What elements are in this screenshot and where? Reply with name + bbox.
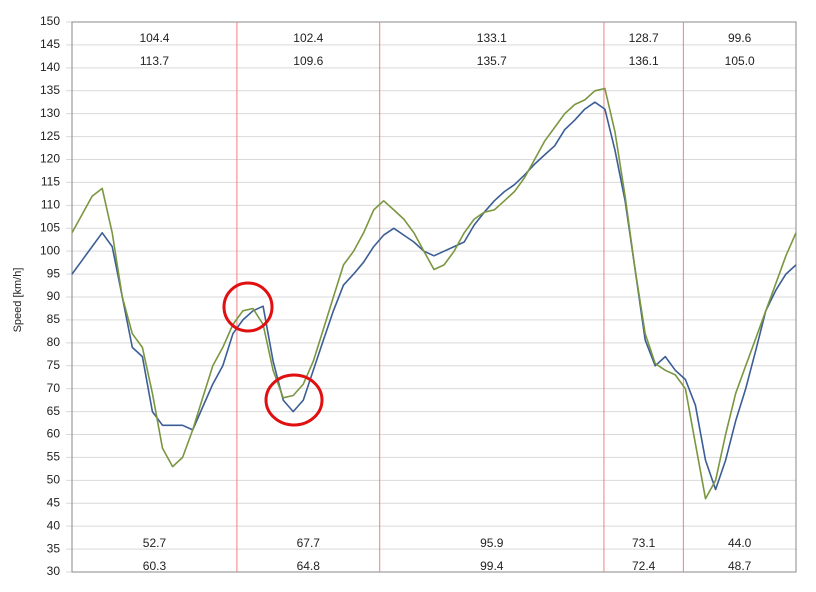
y-tick-label: 60 (47, 427, 61, 441)
y-tick-label: 125 (40, 129, 60, 143)
section-stat: 102.4 (293, 31, 323, 45)
y-tick-label: 90 (47, 289, 61, 303)
y-tick-label: 55 (47, 450, 61, 464)
speed-line (71, 87, 797, 500)
section-stat: 48.7 (728, 559, 752, 573)
section-stat: 135.7 (477, 54, 507, 68)
y-tick-label: 150 (40, 14, 60, 28)
y-tick-label: 135 (40, 83, 60, 97)
speed-line (71, 101, 797, 491)
section-stat: 60.3 (143, 559, 167, 573)
section-stat: 67.7 (297, 536, 321, 550)
y-tick-label: 80 (47, 335, 61, 349)
y-tick-label: 35 (47, 541, 61, 555)
section-stat: 72.4 (632, 559, 656, 573)
section-stat: 128.7 (629, 31, 659, 45)
y-tick-label: 105 (40, 220, 60, 234)
y-tick-label: 30 (47, 564, 61, 578)
section-stat: 113.7 (140, 54, 169, 68)
section-stat: 99.6 (728, 31, 752, 45)
section-stat: 136.1 (629, 54, 659, 68)
section-stat: 64.8 (297, 559, 321, 573)
y-tick-label: 85 (47, 312, 61, 326)
section-stat: 95.9 (480, 536, 504, 550)
y-tick-label: 75 (47, 358, 61, 372)
section-stat: 73.1 (632, 536, 656, 550)
y-tick-label: 70 (47, 381, 61, 395)
y-tick-label: 95 (47, 266, 61, 280)
section-stat: 105.0 (725, 54, 755, 68)
y-tick-label: 110 (41, 198, 60, 212)
y-tick-label: 145 (40, 37, 60, 51)
y-tick-label: 50 (47, 473, 61, 487)
section-stat: 109.6 (293, 54, 323, 68)
plot-border (71, 21, 797, 573)
y-tick-label: 120 (40, 152, 60, 166)
y-tick-label: 140 (40, 60, 60, 74)
y-tick-label: 115 (41, 175, 60, 189)
y-axis-label: Speed [km/h] (12, 268, 24, 333)
section-stat: 104.4 (139, 31, 169, 45)
y-tick-label: 45 (47, 495, 61, 509)
highlight-circle (222, 281, 274, 333)
y-tick-label: 40 (47, 518, 61, 532)
y-tick-label: 130 (40, 106, 60, 120)
section-stat: 52.7 (143, 536, 167, 550)
section-stat: 44.0 (728, 536, 752, 550)
y-tick-label: 100 (40, 243, 60, 257)
section-stat: 99.4 (480, 559, 504, 573)
highlight-circle (264, 373, 324, 427)
section-stat: 133.1 (477, 31, 507, 45)
y-tick-label: 65 (47, 404, 61, 418)
